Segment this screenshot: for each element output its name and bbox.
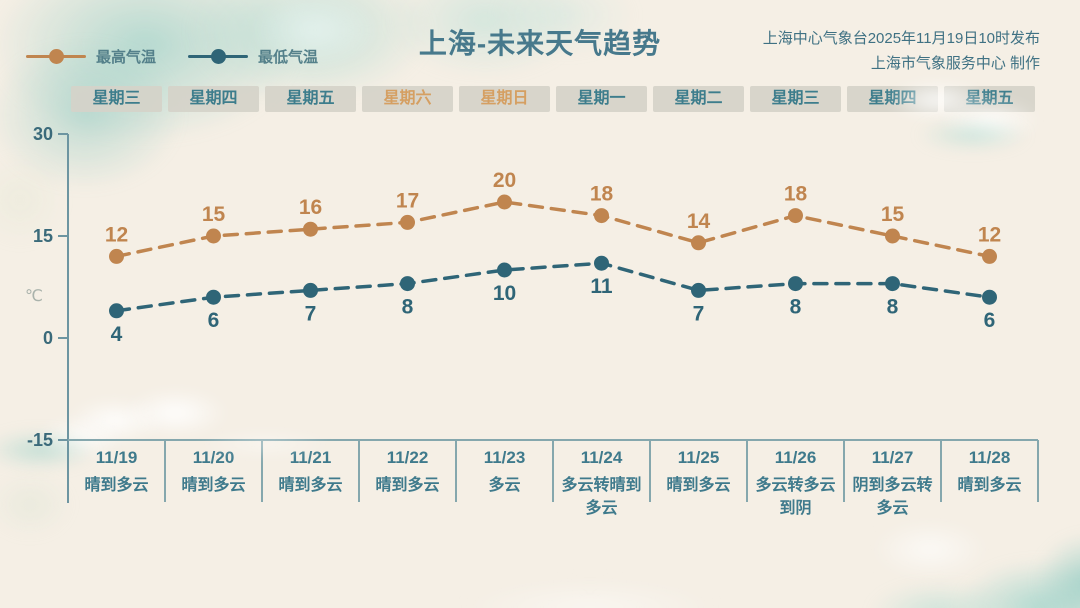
forecast-cell-3: 11/21 晴到多云 [262,446,359,497]
series-line-high [114,200,992,259]
producer-line: 上海市气象服务中心 制作 [870,55,1040,72]
forecast-cell-8: 11/26 多云转多云到阴 [747,446,844,520]
weather-label: 晴到多云 [957,477,1022,494]
date-label: 11/19 [95,448,138,467]
y-tick-label: 15 [33,226,53,246]
forecast-cell-7: 11/25 晴到多云 [650,446,747,497]
data-point-high-3 [400,214,415,230]
data-point-high-9 [982,248,997,264]
data-label-low-4: 10 [493,282,516,305]
weather-label: 晴到多云 [666,477,731,494]
date-label: 11/26 [774,448,817,467]
data-label-low-1: 6 [208,309,220,332]
data-point-low-3 [400,276,415,292]
weather-label: 晴到多云 [375,477,440,494]
weather-label: 阴到多云转多云 [852,477,933,517]
data-label-low-2: 7 [305,302,317,325]
weekday-tab-10: 星期五 [944,86,1035,112]
y-tick-label: 0 [43,328,53,348]
data-point-high-8 [885,228,900,244]
data-label-low-9: 6 [984,309,996,332]
forecast-cell-9: 11/27 阴到多云转多云 [844,446,941,520]
weather-label: 晴到多云 [181,477,246,494]
weather-label: 晴到多云 [84,477,149,494]
forecast-cell-10: 11/28 晴到多云 [941,446,1038,497]
forecast-cell-5: 11/23 多云 [456,446,553,497]
date-label: 11/20 [192,448,235,467]
data-label-low-8: 8 [887,296,899,319]
data-point-low-8 [885,276,900,292]
data-label-low-6: 7 [693,302,705,325]
header: 最高气温 最低气温 上海-未来天气趋势 上海中心气象台2025年11月19日10… [0,0,1080,80]
date-label: 11/21 [289,448,332,467]
data-label-high-2: 16 [299,196,322,219]
y-axis-unit: ℃ [25,288,43,305]
data-point-high-6 [691,235,706,251]
date-label: 11/24 [580,448,623,467]
data-label-low-7: 8 [790,296,802,319]
forecast-cell-4: 11/22 晴到多云 [359,446,456,497]
date-label: 11/22 [386,448,429,467]
weekday-tab-9: 星期四 [847,86,938,112]
issued-line: 上海中心气象台2025年11月19日10时发布 [762,30,1040,47]
weekday-tab-8: 星期三 [750,86,841,112]
y-tick-label: -15 [27,430,53,450]
weekday-tab-6: 星期一 [556,86,647,112]
data-label-high-5: 18 [590,183,614,206]
data-label-high-3: 17 [396,189,419,212]
forecast-cell-6: 11/24 多云转晴到多云 [553,446,650,520]
data-label-high-7: 18 [784,183,808,206]
data-label-high-8: 15 [881,203,905,226]
data-point-high-1 [206,228,221,244]
date-label: 11/23 [483,448,526,467]
data-point-low-1 [206,289,221,305]
y-tick-label: 30 [33,124,53,144]
weekday-tab-7: 星期二 [653,86,744,112]
data-point-low-7 [788,276,803,292]
data-point-low-5 [594,255,609,271]
data-label-low-5: 11 [590,275,613,298]
date-label: 11/27 [871,448,914,467]
weekday-tab-5: 星期日 [459,86,550,112]
data-label-high-6: 14 [687,210,711,233]
data-label-low-3: 8 [402,296,414,319]
weather-label: 晴到多云 [278,477,343,494]
forecast-cell-2: 11/20 晴到多云 [165,446,262,497]
weekday-tab-3: 星期五 [265,86,356,112]
data-point-low-0 [109,303,124,319]
data-point-low-4 [497,262,512,278]
weekday-tab-2: 星期四 [168,86,259,112]
weekday-tab-4: 星期六 [362,86,453,112]
data-label-high-0: 12 [105,223,128,246]
data-point-high-4 [497,194,512,210]
data-label-high-1: 15 [202,203,226,226]
data-point-low-2 [303,282,318,298]
date-label: 11/28 [968,448,1011,467]
data-point-high-5 [594,208,609,224]
page-title: 上海-未来天气趋势 [418,28,662,59]
data-point-low-9 [982,289,997,305]
forecast-cell-1: 11/19 晴到多云 [68,446,165,497]
publisher-info: 上海中心气象台2025年11月19日10时发布 上海市气象服务中心 制作 [763,26,1040,76]
data-point-high-2 [303,221,318,237]
date-label: 11/25 [677,448,720,467]
data-label-low-0: 4 [111,323,123,346]
data-label-high-4: 20 [493,169,516,192]
weather-label: 多云 [488,477,521,494]
data-point-high-0 [109,248,124,264]
data-label-high-9: 12 [978,223,1001,246]
series-line-low [114,261,992,313]
weather-label: 多云转晴到多云 [561,477,642,517]
data-point-high-7 [788,208,803,224]
weekday-tab-1: 星期三 [71,86,162,112]
data-point-low-6 [691,282,706,298]
weather-label: 多云转多云到阴 [755,477,836,517]
